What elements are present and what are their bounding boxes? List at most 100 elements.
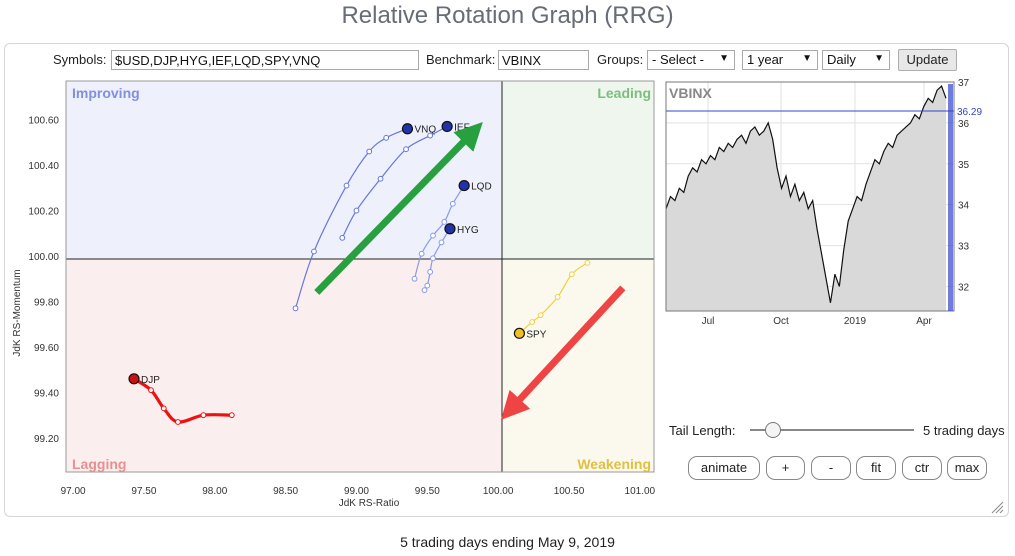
tail-point: [568, 271, 575, 278]
x-tick-label: 100.50: [554, 486, 585, 497]
y-axis-label: JdK RS-Momentum: [12, 269, 23, 356]
period-select[interactable]: 1 year ▼: [742, 50, 818, 70]
resize-grip-icon[interactable]: [990, 500, 1004, 514]
tail-lqd: LQD: [411, 179, 492, 282]
y-tick-label: 99.60: [34, 343, 59, 354]
tail-point: [427, 269, 434, 275]
x-tick-label: 97.50: [131, 486, 156, 497]
tail-point: [418, 250, 425, 257]
benchmark-label: Benchmark:: [426, 52, 496, 67]
benchmark-input[interactable]: [498, 50, 589, 70]
head-marker-ief[interactable]: [441, 120, 453, 133]
green-arrow: [314, 121, 483, 295]
y-tick-label: 99.20: [34, 434, 59, 445]
tail-djp: DJP: [128, 373, 235, 425]
tail-vnq: VNQ: [292, 123, 436, 312]
series-label-lqd: LQD: [471, 182, 492, 193]
tail-point: [424, 282, 431, 289]
y-tick-label: 99.80: [34, 298, 59, 309]
groups-select[interactable]: - Select - ▼: [647, 50, 735, 70]
y-tick-label: 100.40: [28, 161, 59, 172]
tail-spy: SPY: [513, 259, 591, 340]
tail-point: [160, 405, 167, 412]
tail-point: [449, 200, 456, 207]
maximize-button[interactable]: max: [947, 456, 987, 480]
tail-point: [421, 287, 428, 294]
series-label-spy: SPY: [526, 329, 546, 340]
quadrant-weakening: [502, 259, 654, 472]
tail-point: [430, 255, 436, 262]
red-arrow: [500, 285, 626, 420]
quadrant-lagging: [66, 259, 502, 472]
tail-point: [430, 232, 436, 239]
zoom-in-button[interactable]: +: [766, 456, 805, 480]
tail-point: [311, 248, 317, 255]
center-button[interactable]: ctr: [902, 456, 942, 480]
tail-point: [427, 132, 434, 139]
series-label-ief: IEF: [454, 122, 470, 133]
tail-point: [441, 219, 448, 225]
tail-length-slider-handle[interactable]: [765, 422, 781, 438]
x-tick-label: 99.50: [415, 486, 440, 497]
update-button[interactable]: Update: [898, 49, 957, 71]
head-marker-vnq[interactable]: [401, 123, 414, 135]
symbols-input[interactable]: [111, 50, 419, 70]
fit-button[interactable]: fit: [856, 456, 896, 480]
head-marker-hyg[interactable]: [444, 223, 456, 235]
quadrant-leading: [502, 81, 654, 259]
chevron-down-icon: ▼: [874, 53, 884, 64]
tail-point: [438, 239, 445, 246]
tail-point: [228, 412, 235, 419]
series-label-vnq: VNQ: [414, 125, 436, 136]
head-marker-lqd[interactable]: [458, 179, 470, 192]
rrg-plot-border: [65, 80, 655, 473]
frequency-select[interactable]: Daily ▼: [822, 50, 890, 70]
quadrant-improving: [66, 81, 502, 259]
series-label-djp: DJP: [141, 375, 160, 386]
tail-point: [411, 275, 418, 282]
chevron-down-icon: ▼: [719, 53, 729, 64]
quadrant-label-leading: Leading: [597, 85, 651, 101]
tail-point: [377, 175, 384, 182]
y-tick-label: 99.40: [34, 388, 59, 399]
x-axis-label: JdK RS-Ratio: [339, 498, 400, 509]
x-tick-label: 97.00: [61, 486, 86, 497]
chevron-down-icon: ▼: [802, 53, 812, 64]
page-title: Relative Rotation Graph (RRG): [341, 2, 674, 29]
x-tick-label: 101.00: [625, 486, 656, 497]
tail-length-track[interactable]: [750, 429, 914, 431]
y-tick-label: 100.20: [28, 207, 59, 218]
tail-point: [554, 294, 561, 300]
symbols-label: Symbols:: [53, 52, 107, 67]
zoom-out-button[interactable]: -: [811, 456, 851, 480]
x-tick-label: 98.00: [202, 486, 227, 497]
frequency-select-value: Daily: [827, 52, 856, 67]
animate-button[interactable]: animate: [688, 456, 760, 480]
x-tick-label: 99.00: [344, 486, 369, 497]
quadrant-label-weakening: Weakening: [577, 456, 651, 472]
quadrant-label-lagging: Lagging: [72, 456, 126, 472]
tail-point: [148, 387, 154, 394]
footer-caption: 5 trading days ending May 9, 2019: [400, 534, 615, 550]
tail-point: [366, 148, 373, 155]
tail-point: [353, 207, 360, 214]
y-tick-label: 100.00: [28, 252, 59, 263]
tail-point: [529, 319, 536, 325]
series-label-hyg: HYG: [457, 225, 479, 236]
tail-point: [175, 419, 181, 425]
head-marker-djp[interactable]: [128, 373, 140, 385]
tail-length-label: Tail Length:: [669, 423, 736, 438]
quadrant-label-improving: Improving: [72, 85, 140, 101]
head-marker-spy[interactable]: [513, 327, 525, 339]
tail-point: [383, 134, 390, 141]
tail-hyg: HYG: [421, 223, 479, 294]
groups-select-value: - Select -: [652, 52, 705, 67]
tail-point: [537, 312, 544, 319]
groups-label: Groups:: [597, 52, 644, 67]
x-tick-label: 98.50: [273, 486, 298, 497]
tail-point: [584, 259, 591, 266]
tail-point: [343, 182, 350, 189]
y-tick-label: 100.60: [28, 116, 59, 127]
period-select-value: 1 year: [747, 52, 784, 67]
